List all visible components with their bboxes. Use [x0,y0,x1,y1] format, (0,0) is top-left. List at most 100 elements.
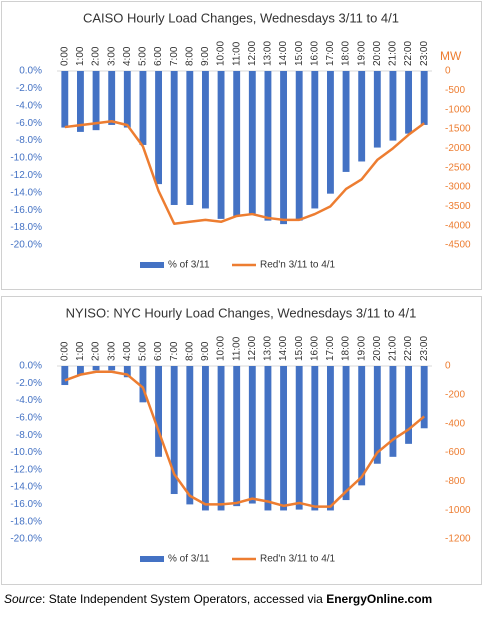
y2-tick-label: -1000 [445,104,471,115]
x-tick-label: 4:00 [122,46,133,66]
y2-tick-label: -3000 [445,182,471,193]
legend-swatch [140,262,164,268]
bar [295,366,303,510]
y2-tick-label: 0 [445,361,451,372]
bar [311,366,319,511]
bar [311,71,319,209]
y-tick-label: -12.0% [10,170,42,181]
source-site: EnergyOnline.com [326,592,432,606]
x-tick-label: 9:00 [200,341,211,361]
source-label: Source [4,592,42,606]
bar [202,366,209,511]
x-tick-label: 13:00 [263,336,274,361]
x-tick-label: 2:00 [91,341,102,361]
x-tick-label: 1:00 [75,341,86,361]
bar [139,366,147,403]
bar [358,71,366,162]
x-tick-label: 7:00 [169,341,180,361]
legend-label: Red'n 3/11 to 4/1 [260,260,336,271]
x-tick-label: 2:00 [91,46,102,66]
bar [123,71,131,128]
x-tick-label: 17:00 [325,41,336,66]
x-tick-label: 21:00 [388,41,399,66]
y2-tick-label: -1200 [445,534,471,545]
y2-tick-label: -800 [445,476,465,487]
bar [61,71,69,128]
bar [77,366,84,375]
bar [373,71,381,148]
bar [280,71,287,225]
y-tick-label: -14.0% [10,187,42,198]
x-tick-label: 1:00 [75,46,86,66]
x-tick-label: 12:00 [247,336,258,361]
bar [108,71,116,125]
bar [280,366,287,511]
bar [264,71,272,221]
source-note: Source: State Independent System Operato… [4,592,432,606]
bar [248,366,256,504]
legend-label: Red'n 3/11 to 4/1 [260,554,336,565]
chart-title: NYISO: NYC Hourly Load Changes, Wednesda… [66,305,417,320]
x-tick-label: 17:00 [325,336,336,361]
bar [233,71,241,217]
y2-tick-label: -4000 [445,220,471,231]
y-tick-label: -18.0% [10,222,42,233]
x-tick-label: 18:00 [341,336,352,361]
y2-tick-label: -2000 [445,143,471,154]
x-tick-label: 20:00 [372,336,383,361]
x-tick-label: 11:00 [231,336,242,361]
bar [217,71,225,219]
x-tick-label: 14:00 [278,41,289,66]
bar [123,366,131,378]
y2-tick-label: -3500 [445,201,471,212]
y2-tick-label: -2500 [445,162,471,173]
bar [327,71,334,194]
x-tick-label: 7:00 [169,46,180,66]
x-tick-label: 14:00 [278,336,289,361]
y-tick-label: -12.0% [10,464,42,475]
x-tick-label: 15:00 [294,336,305,361]
bar [358,366,366,486]
y-tick-label: -20.0% [10,534,42,545]
x-tick-label: 20:00 [372,41,383,66]
bar [155,366,162,457]
bar [342,71,350,172]
x-tick-label: 23:00 [419,336,430,361]
x-tick-label: 6:00 [153,341,164,361]
y2-tick-label: -4500 [445,240,471,251]
bar [264,366,272,511]
bar [155,71,162,185]
x-tick-label: 12:00 [247,41,258,66]
y-tick-label: -10.0% [10,447,42,458]
x-tick-label: 0:00 [59,46,70,66]
bar [108,366,116,371]
bar [139,71,147,145]
bar [217,366,225,511]
y2-tick-label: -600 [445,447,465,458]
bar [342,366,350,501]
bar [420,71,428,125]
source-text: : State Independent System Operators, ac… [42,592,326,606]
bar [202,71,209,209]
bar [373,366,381,464]
line-series [64,370,425,508]
y-tick-label: -20.0% [10,240,42,251]
x-tick-label: 16:00 [309,336,320,361]
x-tick-label: 8:00 [184,341,195,361]
y2-tick-label: -1500 [445,124,471,135]
y-tick-label: -8.0% [16,430,42,441]
y-tick-label: -18.0% [10,516,42,527]
y2-tick-label: -400 [445,418,465,429]
legend-label: % of 3/11 [168,260,210,271]
y2-tick-label: -200 [445,389,465,400]
x-tick-label: 10:00 [216,41,227,66]
bar [92,71,100,131]
x-tick-label: 22:00 [403,336,414,361]
chart-title: CAISO Hourly Load Changes, Wednesdays 3/… [83,10,399,25]
legend-swatch [140,556,164,562]
x-tick-label: 3:00 [106,341,117,361]
y-tick-label: -16.0% [10,205,42,216]
x-tick-label: 5:00 [138,46,149,66]
bar [405,366,412,444]
